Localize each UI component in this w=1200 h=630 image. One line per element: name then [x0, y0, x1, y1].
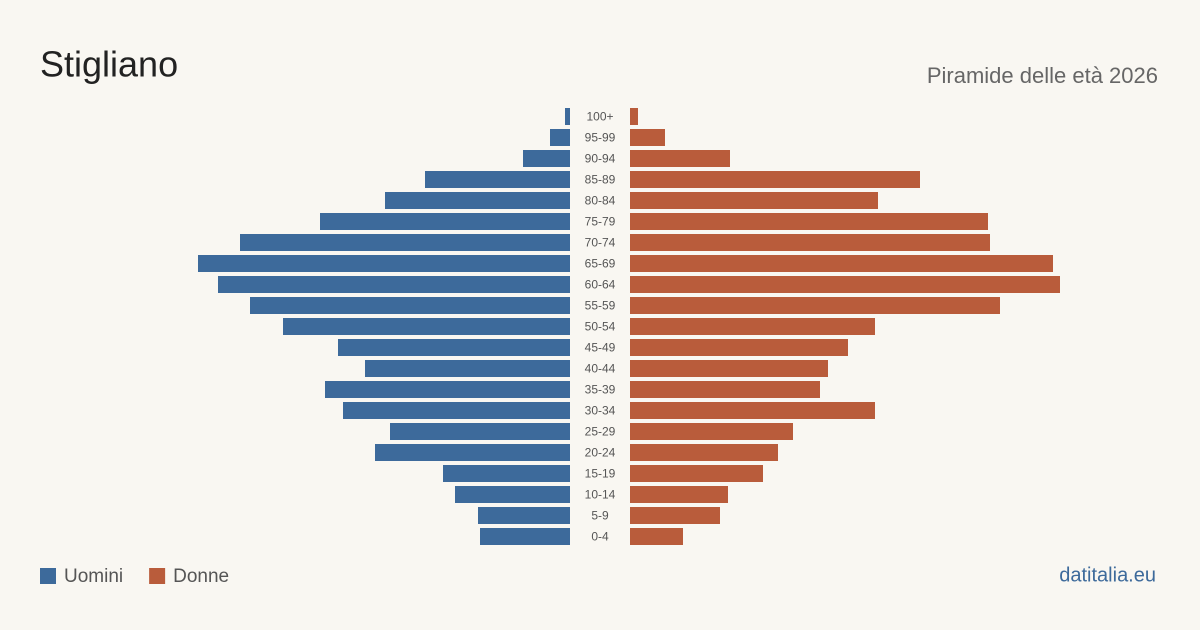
bar-male: [365, 360, 570, 377]
bar-male: [338, 339, 570, 356]
age-label: 90-94: [585, 152, 616, 166]
bar-male: [198, 255, 570, 272]
bar-male: [550, 129, 570, 146]
legend-label: Uomini: [64, 566, 123, 587]
age-label: 60-64: [585, 278, 616, 292]
bar-female: [630, 318, 875, 335]
bar-female: [630, 297, 1000, 314]
bar-male: [565, 108, 570, 125]
age-label: 55-59: [585, 299, 616, 313]
bar-female: [630, 528, 683, 545]
bar-female: [630, 150, 730, 167]
bar-male: [343, 402, 570, 419]
legend-swatch: [40, 568, 56, 584]
age-label: 30-34: [585, 404, 616, 418]
bar-male: [385, 192, 570, 209]
age-label: 85-89: [585, 173, 616, 187]
source-link[interactable]: datitalia.eu: [1059, 564, 1156, 586]
bar-male: [478, 507, 570, 524]
bar-male: [523, 150, 570, 167]
age-label: 15-19: [585, 467, 616, 481]
age-label: 5-9: [591, 509, 609, 523]
bar-female: [630, 486, 728, 503]
age-label: 0-4: [591, 530, 609, 544]
bar-male: [218, 276, 570, 293]
bar-female: [630, 339, 848, 356]
age-label: 80-84: [585, 194, 616, 208]
age-label: 100+: [586, 110, 613, 124]
chart-subtitle: Piramide delle età 2026: [927, 63, 1158, 88]
age-label: 10-14: [585, 488, 616, 502]
chart-title: Stigliano: [40, 44, 178, 85]
bar-female: [630, 108, 638, 125]
age-label: 95-99: [585, 131, 616, 145]
bar-female: [630, 255, 1053, 272]
bar-female: [630, 234, 990, 251]
bar-female: [630, 192, 878, 209]
bar-male: [325, 381, 570, 398]
bar-male: [283, 318, 570, 335]
legend-label: Donne: [173, 566, 229, 587]
age-label: 70-74: [585, 236, 616, 250]
bar-female: [630, 213, 988, 230]
bar-female: [630, 402, 875, 419]
bar-male: [375, 444, 570, 461]
bar-female: [630, 465, 763, 482]
bar-male: [240, 234, 570, 251]
bar-female: [630, 423, 793, 440]
age-label: 40-44: [585, 362, 616, 376]
bar-male: [250, 297, 570, 314]
bar-male: [425, 171, 570, 188]
bar-male: [390, 423, 570, 440]
age-label: 75-79: [585, 215, 616, 229]
age-label: 35-39: [585, 383, 616, 397]
bar-male: [480, 528, 570, 545]
bar-female: [630, 129, 665, 146]
age-label: 25-29: [585, 425, 616, 439]
age-label: 50-54: [585, 320, 616, 334]
bar-female: [630, 444, 778, 461]
age-label: 45-49: [585, 341, 616, 355]
age-label: 65-69: [585, 257, 616, 271]
bar-female: [630, 276, 1060, 293]
bar-female: [630, 171, 920, 188]
bar-male: [443, 465, 570, 482]
bar-female: [630, 507, 720, 524]
bar-female: [630, 360, 828, 377]
age-label: 20-24: [585, 446, 616, 460]
legend-swatch: [149, 568, 166, 584]
bar-male: [455, 486, 570, 503]
bar-male: [320, 213, 570, 230]
bar-female: [630, 381, 820, 398]
